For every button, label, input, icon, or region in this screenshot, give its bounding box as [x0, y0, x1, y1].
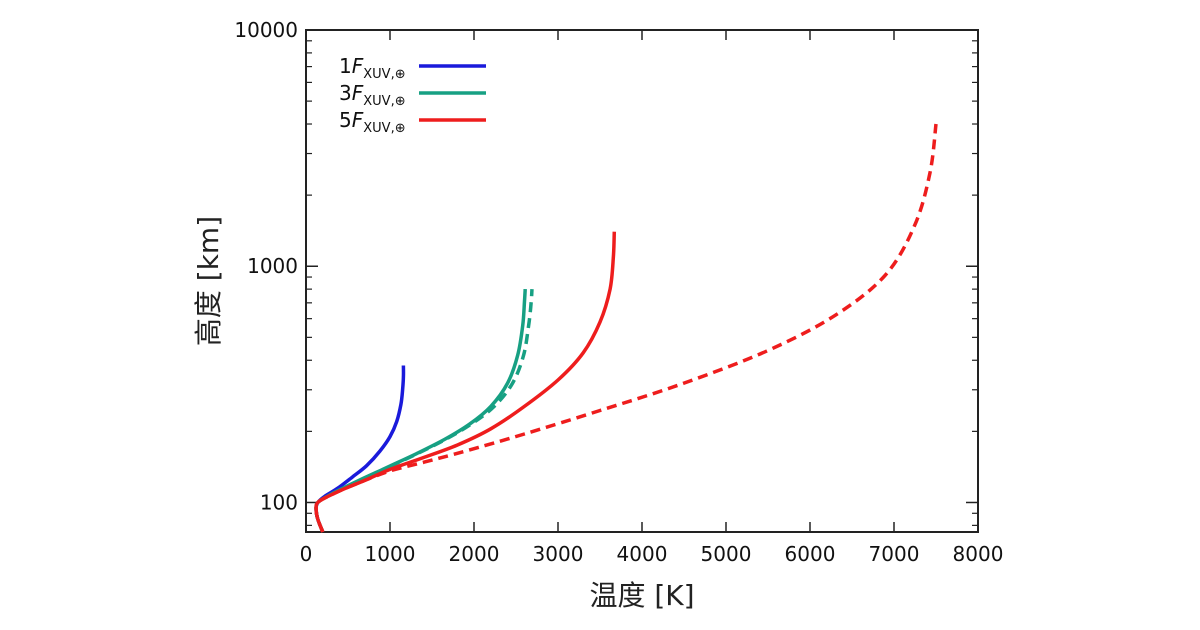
x-axis-label: 温度 [K]	[589, 579, 694, 612]
series-line-2	[314, 289, 527, 533]
y-tick-label: 10000	[234, 18, 298, 42]
y-tick-label: 1000	[247, 254, 298, 278]
x-tick-label: 3000	[533, 542, 584, 566]
y-axis: 100 1000 10000	[234, 18, 978, 526]
legend: 1FXUV,⊕3FXUV,⊕5FXUV,⊕	[339, 54, 486, 136]
legend-label: 5FXUV,⊕	[339, 108, 406, 136]
x-tick-label: 1000	[365, 542, 416, 566]
x-tick-label: 8000	[953, 542, 1004, 566]
x-tick-label: 7000	[869, 542, 920, 566]
legend-label: 3FXUV,⊕	[339, 81, 406, 109]
x-tick-label: 6000	[785, 542, 836, 566]
series-layer	[314, 123, 938, 533]
series-line-4	[314, 231, 617, 533]
x-tick-label: 5000	[701, 542, 752, 566]
x-tick-label: 2000	[449, 542, 500, 566]
series-line-1	[314, 365, 406, 533]
y-tick-label: 100	[260, 490, 298, 514]
series-line-5-dashed	[314, 123, 938, 533]
legend-label: 1FXUV,⊕	[339, 54, 406, 82]
series-line-3-dashed	[314, 288, 534, 533]
x-tick-label: 4000	[617, 542, 668, 566]
y-axis-label: 高度 [km]	[192, 216, 225, 346]
x-tick-label: 0	[300, 542, 313, 566]
x-axis: 0 1000 2000 3000 4000 5000 6000 7000 8000	[300, 30, 1004, 566]
